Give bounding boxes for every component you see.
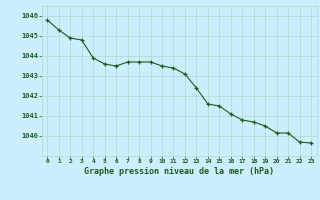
X-axis label: Graphe pression niveau de la mer (hPa): Graphe pression niveau de la mer (hPa) [84,167,274,176]
